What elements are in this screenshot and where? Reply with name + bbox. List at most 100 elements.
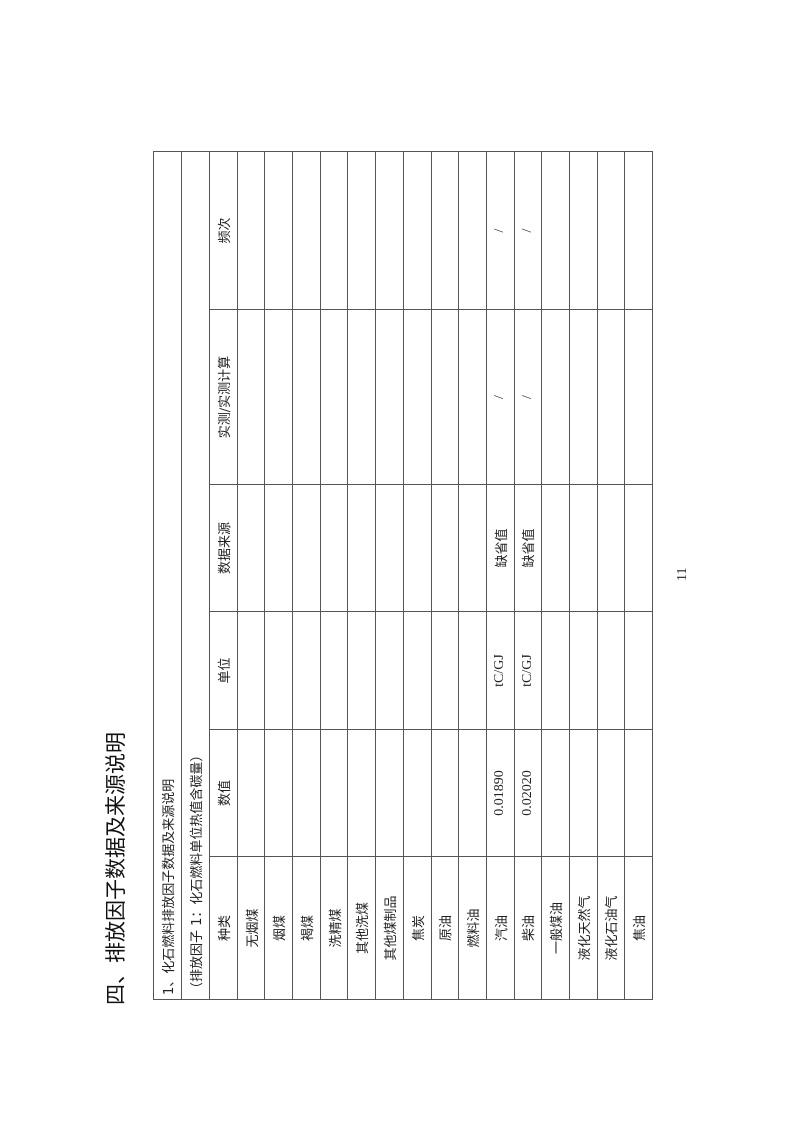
table-row: 焦炭: [403, 151, 431, 1000]
value-cell: 0.02020: [514, 729, 542, 857]
measured-cell: [597, 309, 625, 485]
type-cell: 其他煤制品: [375, 856, 404, 1000]
unit-cell: [292, 611, 321, 730]
unit-cell: tC/GJ: [514, 611, 542, 730]
unit-cell: [403, 611, 431, 730]
value-cell: [292, 729, 321, 857]
emission-factor-table: 1、化石燃料排放因子数据及来源说明 （排放因子 1：化石燃料单位热值含碳量） 种…: [153, 151, 653, 1000]
subsection-heading: （排放因子 1：化石燃料单位热值含碳量）: [181, 151, 210, 1000]
value-cell: [264, 729, 293, 857]
table-row: 液化石油气: [597, 151, 625, 1000]
unit-cell: [237, 611, 265, 730]
source-cell: [375, 484, 404, 612]
frequency-cell: [431, 151, 459, 310]
measured-cell: [624, 309, 653, 485]
page-title: 四、排放因子数据及来源说明: [104, 732, 128, 1005]
unit-cell: [431, 611, 459, 730]
measured-cell: [403, 309, 431, 485]
table-row: 焦油: [624, 151, 653, 1000]
unit-cell: [541, 611, 570, 730]
type-cell: 烟煤: [264, 856, 293, 1000]
source-cell: [237, 484, 265, 612]
source-cell: [597, 484, 625, 612]
source-cell: 缺省值: [514, 484, 542, 612]
measured-cell: [264, 309, 293, 485]
value-cell: [458, 729, 487, 857]
source-cell: [403, 484, 431, 612]
source-cell: [541, 484, 570, 612]
type-cell: 液化天然气: [569, 856, 598, 1000]
header-value: 数值: [209, 729, 238, 857]
source-cell: 缺省值: [486, 484, 515, 612]
type-cell: 柴油: [514, 856, 542, 1000]
unit-cell: [624, 611, 653, 730]
table-row: 燃料油: [458, 151, 487, 1000]
table-row: 褐煤: [292, 151, 321, 1000]
frequency-cell: [375, 151, 404, 310]
table-row: 其他煤制品: [375, 151, 404, 1000]
header-frequency: 频次: [209, 151, 238, 310]
value-cell: [569, 729, 598, 857]
unit-cell: [375, 611, 404, 730]
measured-cell: [347, 309, 376, 485]
value-cell: [375, 729, 404, 857]
header-measured: 实测/实测计算: [209, 309, 238, 485]
source-cell: [264, 484, 293, 612]
type-cell: 无烟煤: [237, 856, 265, 1000]
measured-cell: [320, 309, 348, 485]
header-type: 种类: [209, 856, 238, 1000]
unit-cell: [569, 611, 598, 730]
value-cell: [347, 729, 376, 857]
source-cell: [624, 484, 653, 612]
frequency-cell: [403, 151, 431, 310]
unit-cell: [458, 611, 487, 730]
source-cell: [431, 484, 459, 612]
unit-cell: [347, 611, 376, 730]
type-cell: 其他洗煤: [347, 856, 376, 1000]
frequency-cell: [347, 151, 376, 310]
type-cell: 一般煤油: [541, 856, 570, 1000]
measured-cell: [375, 309, 404, 485]
type-cell: 褐煤: [292, 856, 321, 1000]
source-cell: [292, 484, 321, 612]
value-cell: [541, 729, 570, 857]
type-cell: 焦炭: [403, 856, 431, 1000]
unit-cell: [320, 611, 348, 730]
value-cell: [403, 729, 431, 857]
type-cell: 洗精煤: [320, 856, 348, 1000]
measured-cell: [431, 309, 459, 485]
frequency-cell: [320, 151, 348, 310]
frequency-cell: [264, 151, 293, 310]
value-cell: 0.01890: [486, 729, 515, 857]
measured-cell: /: [514, 309, 542, 485]
frequency-cell: [597, 151, 625, 310]
value-cell: [320, 729, 348, 857]
table-row: 烟煤: [264, 151, 293, 1000]
measured-cell: [541, 309, 570, 485]
unit-cell: [264, 611, 293, 730]
header-row: 种类 数值 单位 数据来源 实测/实测计算 频次: [209, 151, 238, 1000]
frequency-cell: /: [514, 151, 542, 310]
frequency-cell: [569, 151, 598, 310]
measured-cell: [237, 309, 265, 485]
measured-cell: [292, 309, 321, 485]
unit-cell: tC/GJ: [486, 611, 515, 730]
header-unit: 单位: [209, 611, 238, 730]
table-row: 无烟煤: [237, 151, 265, 1000]
section-heading: 1、化石燃料排放因子数据及来源说明: [153, 151, 182, 1000]
value-cell: [624, 729, 653, 857]
measured-cell: [569, 309, 598, 485]
value-cell: [237, 729, 265, 857]
frequency-cell: [237, 151, 265, 310]
measured-cell: /: [486, 309, 515, 485]
unit-cell: [597, 611, 625, 730]
value-cell: [431, 729, 459, 857]
type-cell: 液化石油气: [597, 856, 625, 1000]
table-row: 汽油 0.01890 tC/GJ 缺省值 / /: [486, 151, 515, 1000]
source-cell: [347, 484, 376, 612]
type-cell: 焦油: [624, 856, 653, 1000]
measured-cell: [458, 309, 487, 485]
table-row: 原油: [431, 151, 459, 1000]
frequency-cell: [292, 151, 321, 310]
